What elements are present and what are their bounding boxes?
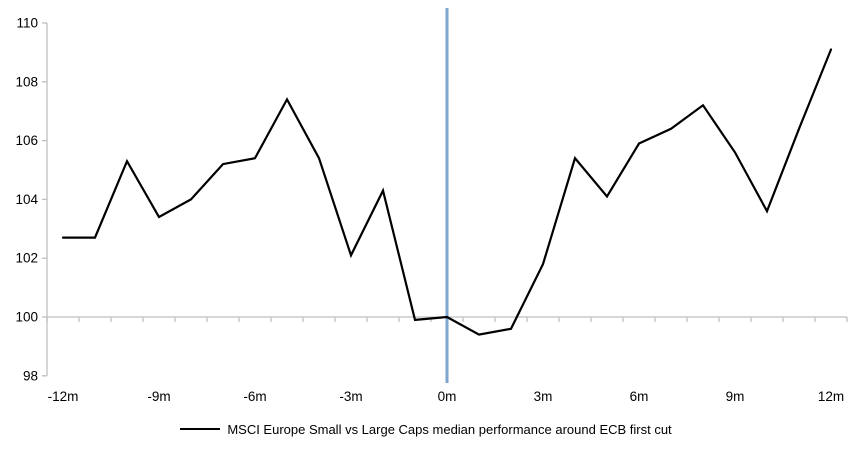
y-axis-tick-label: 98 bbox=[23, 368, 38, 383]
x-axis-tick-label: -6m bbox=[243, 389, 266, 404]
y-axis-tick-label: 108 bbox=[15, 74, 38, 89]
x-axis-tick-label: 3m bbox=[534, 389, 553, 404]
x-axis-tick-label: -3m bbox=[339, 389, 362, 404]
y-axis-tick-label: 102 bbox=[15, 251, 38, 266]
y-axis-tick-label: 110 bbox=[16, 16, 38, 31]
legend-series-label: MSCI Europe Small vs Large Caps median p… bbox=[227, 421, 672, 437]
y-axis-tick-label: 106 bbox=[15, 133, 38, 148]
y-axis-tick-label: 104 bbox=[15, 192, 38, 207]
x-axis-tick-label: -12m bbox=[48, 389, 79, 404]
x-axis-tick-label: 12m bbox=[818, 389, 844, 404]
chart-legend: MSCI Europe Small vs Large Caps median p… bbox=[0, 420, 852, 438]
performance-series-line bbox=[61, 48, 833, 336]
x-axis-tick-label: 9m bbox=[726, 389, 745, 404]
y-axis-tick-label: 100 bbox=[15, 310, 38, 325]
legend-line-swatch bbox=[180, 428, 221, 430]
x-axis-tick-label: 0m bbox=[438, 389, 457, 404]
x-axis-tick-label: -9m bbox=[147, 389, 170, 404]
x-axis-tick-label: 6m bbox=[630, 389, 649, 404]
